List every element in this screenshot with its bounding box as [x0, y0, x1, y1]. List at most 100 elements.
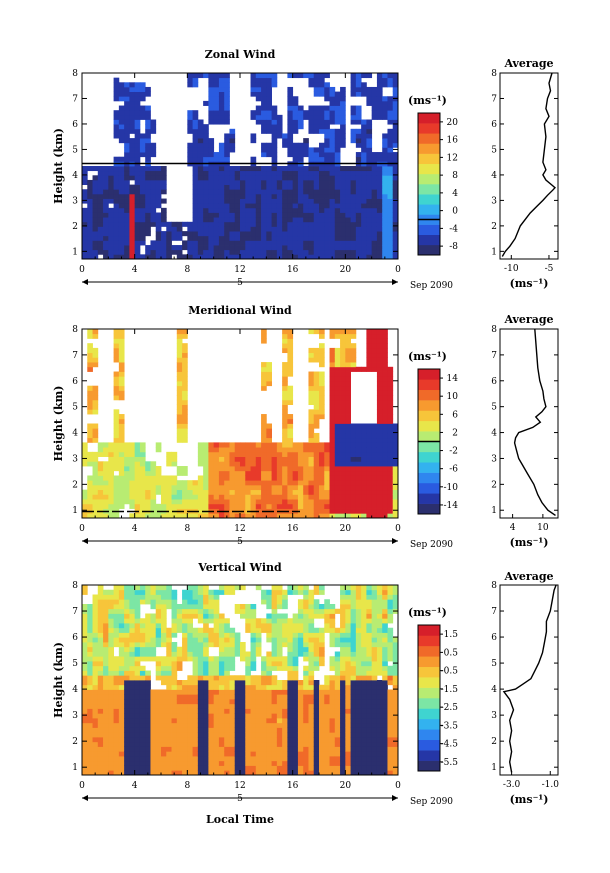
heatmap-cell	[303, 632, 309, 638]
heatmap-cell	[134, 100, 141, 106]
heatmap-cell	[292, 651, 299, 657]
heatmap-cell	[292, 110, 299, 116]
heatmap-cell	[329, 91, 336, 97]
heatmap-cell	[113, 661, 120, 667]
heatmap-cell	[118, 585, 125, 591]
heatmap-cell	[287, 732, 294, 738]
heatmap-cell	[334, 240, 341, 246]
heatmap-cell	[245, 240, 251, 246]
heatmap-cell	[287, 665, 294, 671]
heatmap-cell	[97, 727, 104, 733]
heatmap-cell	[376, 203, 383, 209]
heatmap-cell	[387, 249, 394, 255]
y-tick-label: 2	[72, 222, 78, 232]
heatmap-cell	[250, 184, 257, 190]
heatmap-cell	[334, 207, 341, 213]
heatmap-cell	[97, 694, 104, 700]
heatmap-cell	[266, 437, 272, 443]
heatmap-cell	[224, 618, 230, 624]
heatmap-cell	[371, 96, 378, 102]
colorbar-tick-label: 6	[452, 410, 458, 420]
heatmap-cell	[97, 599, 104, 605]
heatmap-cell	[197, 142, 204, 148]
heatmap-cell	[261, 91, 267, 97]
heatmap-cell	[139, 203, 146, 209]
heatmap-cell	[129, 760, 136, 766]
heatmap-cell	[129, 737, 136, 743]
heatmap-cell	[218, 623, 225, 629]
heatmap-cell	[292, 128, 299, 134]
heatmap-cell	[308, 428, 315, 434]
heatmap-cell	[287, 708, 294, 714]
heatmap-cell	[292, 175, 299, 181]
heatmap-cell	[113, 235, 120, 241]
colorbar-swatch	[418, 503, 440, 515]
heatmap-cell	[213, 684, 220, 690]
heatmap-cell	[287, 751, 294, 757]
heatmap-cell	[340, 184, 346, 190]
heatmap-cell	[240, 708, 246, 714]
heatmap-cell	[171, 675, 178, 681]
heatmap-cell	[282, 343, 288, 349]
heatmap-cell	[134, 221, 141, 227]
heatmap-cell	[129, 627, 136, 633]
heatmap-cell	[176, 245, 183, 251]
heatmap-cell	[329, 428, 336, 434]
heatmap-cell	[250, 193, 257, 199]
heatmap-cell	[97, 765, 104, 771]
heatmap-cell	[240, 741, 246, 747]
heatmap-cell	[103, 589, 109, 595]
heatmap-cell	[113, 694, 120, 700]
heatmap-cell	[108, 221, 114, 227]
heatmap-cell	[108, 680, 114, 686]
heatmap-cell	[192, 737, 199, 743]
heatmap-cell	[208, 665, 215, 671]
heatmap-cell	[276, 470, 283, 476]
heatmap-cell	[113, 451, 120, 457]
heatmap-cell	[234, 198, 241, 204]
heatmap-cell	[150, 737, 157, 743]
heatmap-cell	[340, 226, 346, 232]
heatmap-cell	[108, 746, 114, 752]
heatmap-cell	[161, 732, 167, 738]
heatmap-cell	[224, 651, 230, 657]
heatmap-cell	[161, 741, 167, 747]
heatmap-cell	[97, 632, 104, 638]
heatmap-cell	[340, 175, 346, 181]
heatmap-cell	[313, 642, 320, 648]
heatmap-cell	[371, 207, 378, 213]
heatmap-cell	[340, 86, 346, 92]
heatmap-cell	[308, 184, 315, 190]
heatmap-cell	[166, 508, 172, 514]
heatmap-cell	[208, 656, 215, 662]
heatmap-cell	[224, 217, 230, 223]
heatmap-cell	[276, 489, 283, 495]
heatmap-cell	[161, 245, 167, 251]
heatmap-cell	[271, 249, 278, 255]
heatmap-cell	[134, 770, 141, 776]
heatmap-cell	[108, 245, 114, 251]
heatmap-cell	[376, 184, 383, 190]
heatmap-cell	[340, 499, 346, 505]
heatmap-cell	[161, 756, 167, 762]
heatmap-cell	[92, 675, 99, 681]
heatmap-cell	[245, 708, 251, 714]
heatmap-cell	[197, 156, 204, 162]
heatmap-cell	[324, 198, 330, 204]
heatmap-cell	[139, 708, 146, 714]
heatmap-cell	[319, 689, 325, 695]
heatmap-cell	[387, 489, 394, 495]
heatmap-cell	[297, 589, 304, 595]
heatmap-cell	[113, 480, 120, 486]
heatmap-cell	[108, 661, 114, 667]
heatmap-cell	[134, 128, 141, 134]
heatmap-cell	[392, 138, 399, 144]
heatmap-cell	[155, 217, 162, 223]
heatmap-cell	[171, 732, 178, 738]
heatmap-cell	[355, 231, 362, 237]
heatmap-cell	[192, 604, 199, 610]
x-tick-label: 4	[132, 265, 138, 275]
heatmap-cell	[250, 751, 257, 757]
heatmap-cell	[192, 189, 199, 195]
heatmap-cell	[213, 207, 220, 213]
